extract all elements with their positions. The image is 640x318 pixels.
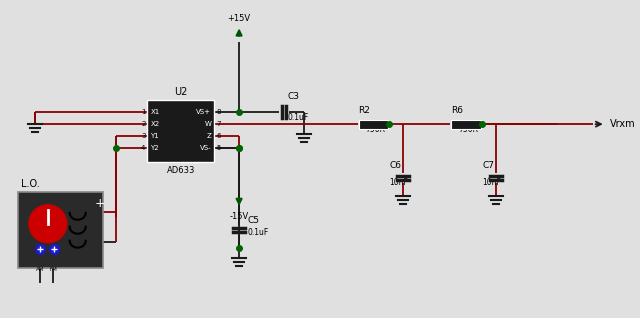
- Text: AM: AM: [36, 266, 44, 272]
- Text: C7: C7: [482, 161, 494, 170]
- Text: Y2: Y2: [150, 145, 159, 151]
- Text: 10nF: 10nF: [482, 178, 501, 187]
- Bar: [358, 120, 388, 128]
- Text: 4: 4: [141, 145, 145, 151]
- Text: C6: C6: [390, 161, 401, 170]
- Text: X1: X1: [150, 109, 159, 115]
- Text: 7: 7: [216, 121, 221, 127]
- Text: R2: R2: [358, 106, 371, 115]
- Text: C3: C3: [288, 92, 300, 101]
- Text: W: W: [204, 121, 211, 127]
- Text: 0.1uF: 0.1uF: [247, 228, 268, 237]
- Text: Y1: Y1: [150, 133, 159, 139]
- Text: 8: 8: [216, 109, 221, 115]
- Text: 0.1uF: 0.1uF: [288, 113, 309, 122]
- Text: Z: Z: [206, 133, 211, 139]
- Text: -15V: -15V: [230, 212, 249, 221]
- Text: 10nF: 10nF: [390, 178, 408, 187]
- Text: L.O.: L.O.: [21, 179, 40, 189]
- Bar: [147, 100, 214, 162]
- Circle shape: [29, 205, 67, 243]
- Text: 750R: 750R: [365, 125, 385, 134]
- Text: 6: 6: [216, 133, 221, 139]
- Text: 750R: 750R: [458, 125, 478, 134]
- Text: U2: U2: [174, 87, 188, 97]
- Text: VS-: VS-: [200, 145, 211, 151]
- Bar: [18, 192, 102, 267]
- Text: Vrxm: Vrxm: [610, 119, 636, 129]
- Text: 1: 1: [141, 109, 145, 115]
- Text: +: +: [94, 197, 105, 210]
- Text: VS+: VS+: [196, 109, 211, 115]
- Text: R6: R6: [451, 106, 463, 115]
- Text: FM: FM: [50, 266, 58, 272]
- Text: 3: 3: [141, 133, 145, 139]
- Text: AD633: AD633: [166, 166, 195, 175]
- Text: 2: 2: [141, 121, 145, 127]
- Text: X2: X2: [150, 121, 159, 127]
- Text: +15V: +15V: [227, 14, 251, 23]
- Text: C5: C5: [247, 216, 259, 225]
- Bar: [451, 120, 481, 128]
- Text: 5: 5: [216, 145, 221, 151]
